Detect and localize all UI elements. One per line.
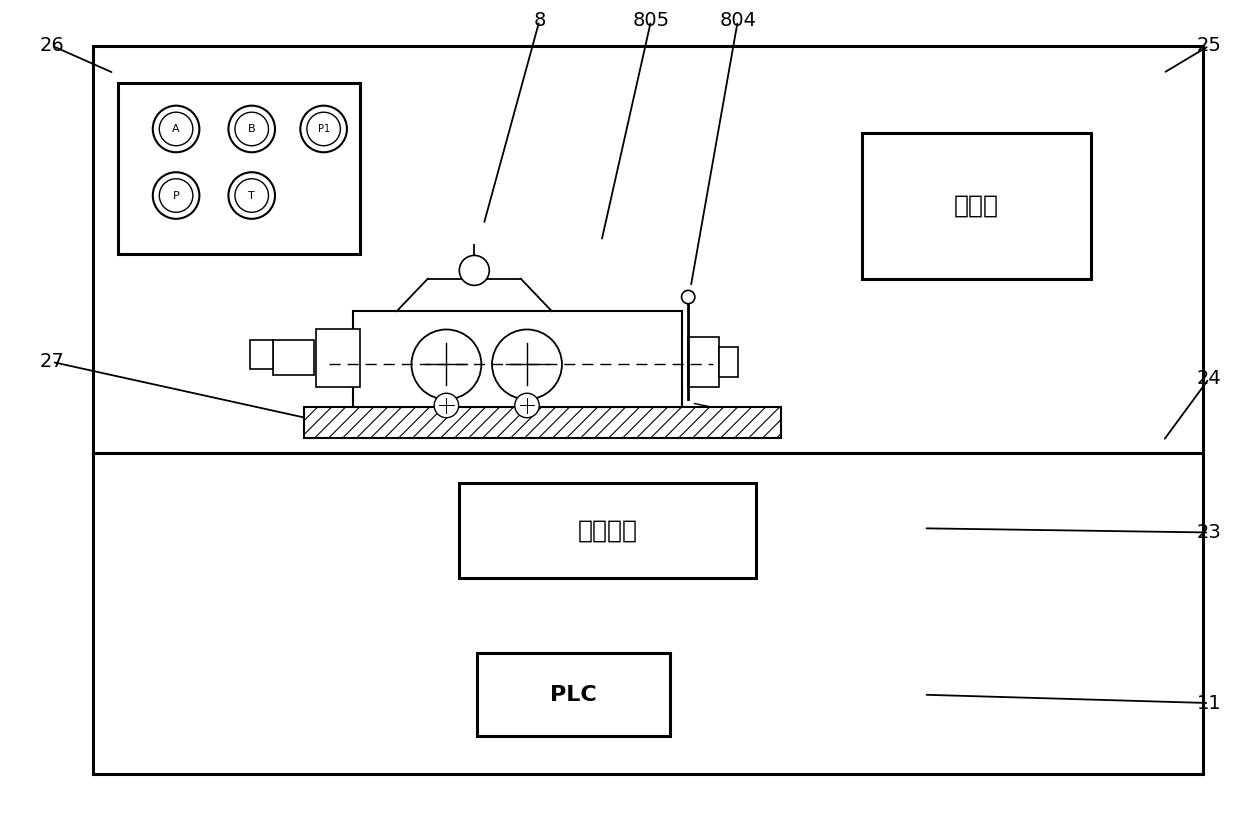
Circle shape xyxy=(159,179,193,212)
Text: 804: 804 xyxy=(719,12,756,30)
Text: 24: 24 xyxy=(1197,369,1221,388)
Bar xyxy=(353,311,682,407)
Circle shape xyxy=(300,106,347,152)
Circle shape xyxy=(434,394,459,418)
Text: P1: P1 xyxy=(317,124,330,134)
Circle shape xyxy=(159,112,193,146)
Bar xyxy=(719,347,738,377)
Bar xyxy=(316,329,360,387)
Bar xyxy=(304,407,781,438)
Text: 805: 805 xyxy=(632,12,670,30)
Text: 11: 11 xyxy=(1197,694,1221,712)
Circle shape xyxy=(153,106,200,152)
Text: PLC: PLC xyxy=(551,685,596,705)
Circle shape xyxy=(153,172,200,219)
Circle shape xyxy=(515,394,539,418)
Circle shape xyxy=(682,290,694,304)
Circle shape xyxy=(306,112,341,146)
Circle shape xyxy=(234,112,269,146)
Bar xyxy=(459,483,756,578)
Text: T: T xyxy=(248,191,255,201)
Circle shape xyxy=(412,329,481,399)
Text: 27: 27 xyxy=(40,353,64,371)
Text: 操作旋鈕: 操作旋鈕 xyxy=(578,518,637,542)
Text: 23: 23 xyxy=(1197,523,1221,542)
Circle shape xyxy=(459,255,490,285)
Bar xyxy=(477,653,670,736)
Circle shape xyxy=(228,106,275,152)
Text: 25: 25 xyxy=(1197,37,1221,55)
Bar xyxy=(250,340,273,369)
Bar xyxy=(688,337,719,387)
Bar xyxy=(862,133,1091,279)
Circle shape xyxy=(228,172,275,219)
Text: A: A xyxy=(172,124,180,134)
Text: P: P xyxy=(172,191,180,201)
Text: 8: 8 xyxy=(533,12,546,30)
Bar xyxy=(273,340,314,375)
Circle shape xyxy=(234,179,269,212)
Bar xyxy=(93,46,1203,774)
Text: 显示器: 显示器 xyxy=(954,194,999,218)
Text: B: B xyxy=(248,124,255,134)
Bar xyxy=(118,83,360,254)
Text: 26: 26 xyxy=(40,37,64,55)
Circle shape xyxy=(492,329,562,399)
